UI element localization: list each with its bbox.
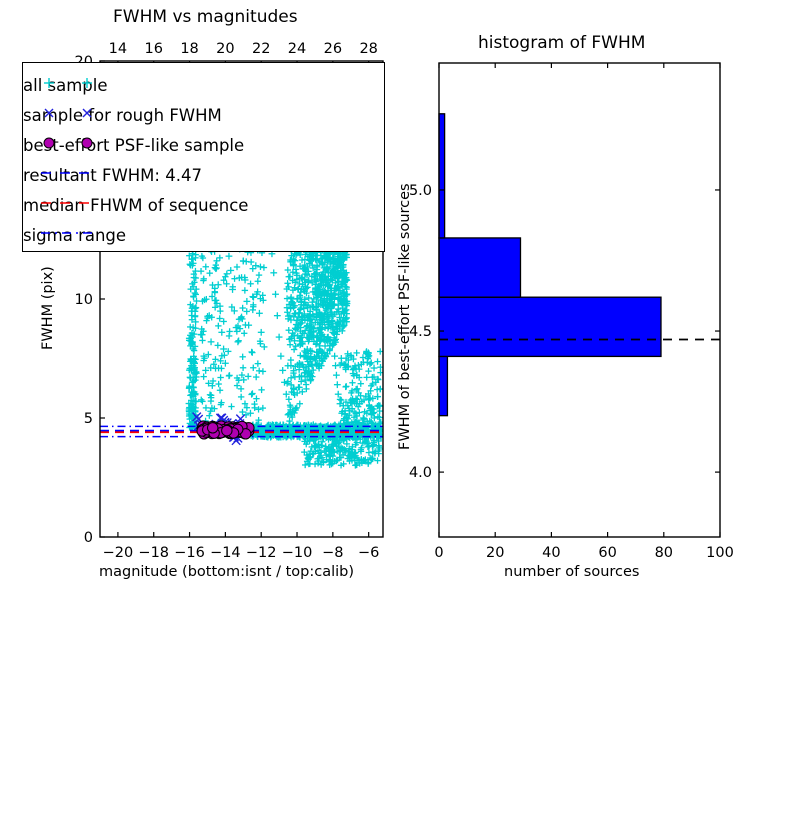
figure-canvas: −20−18−16−14−12−10−8−6141618202224262805…: [0, 0, 800, 600]
